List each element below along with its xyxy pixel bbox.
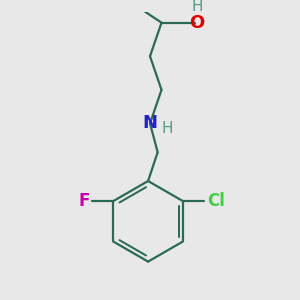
Text: F: F	[79, 192, 90, 210]
Text: Cl: Cl	[207, 192, 224, 210]
Text: H: H	[161, 121, 173, 136]
Text: O: O	[189, 14, 205, 32]
Text: H: H	[191, 0, 203, 14]
Text: N: N	[142, 114, 158, 132]
